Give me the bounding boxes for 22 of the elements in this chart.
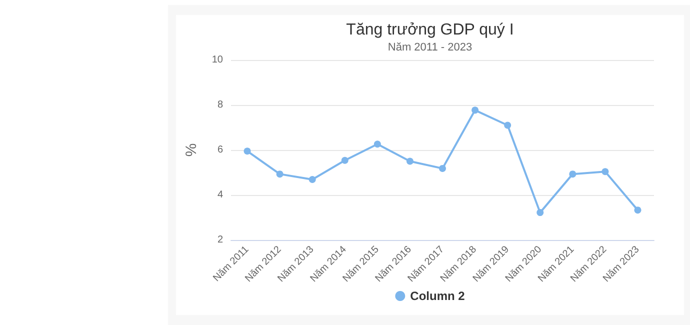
chart-subtitle: Năm 2011 - 2023 <box>388 42 472 54</box>
point <box>439 164 446 172</box>
point <box>276 170 284 178</box>
point <box>374 140 381 148</box>
y-tick-label: 8 <box>217 100 224 110</box>
y-tick-label: 4 <box>217 190 224 200</box>
y-axis-title: % <box>183 143 200 157</box>
y-tick-label: 10 <box>212 54 224 66</box>
point <box>308 176 316 183</box>
chart-title: Tăng trưởng GDP quý I <box>346 22 514 38</box>
point <box>536 209 544 216</box>
point <box>634 206 642 214</box>
point <box>569 170 576 178</box>
point <box>406 158 414 165</box>
point <box>341 156 348 164</box>
y-tick-label: 6 <box>217 144 224 156</box>
y-tick-label: 2 <box>217 234 224 246</box>
point <box>602 168 609 176</box>
point <box>504 122 512 129</box>
point <box>244 148 251 155</box>
point <box>472 106 479 114</box>
legend-label: Column 2 <box>410 289 466 303</box>
